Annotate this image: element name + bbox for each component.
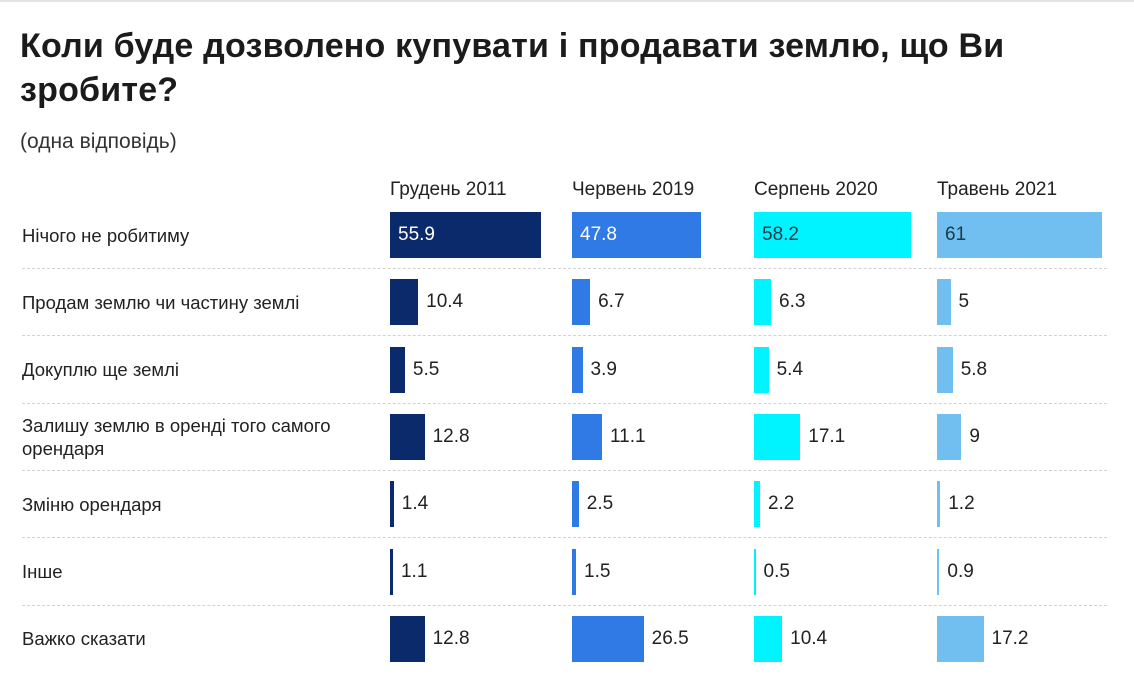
category-label-4: Залишу землю в оренді того самого оренда… bbox=[22, 414, 331, 459]
category-label-3: Докуплю ще землі bbox=[22, 359, 180, 381]
row-divider bbox=[22, 335, 1107, 337]
data-label-series-3-row-2: 6.3 bbox=[779, 291, 806, 313]
bar-series-4-row-2 bbox=[937, 279, 951, 326]
bar-series-1-row-1 bbox=[390, 212, 542, 258]
data-label-series-4-row-4: 9 bbox=[969, 425, 980, 447]
bar-series-4-row-3 bbox=[937, 346, 953, 393]
bar-series-2-row-2 bbox=[572, 279, 591, 326]
bar-series-2-row-7 bbox=[572, 615, 644, 662]
bar-series-4-row-4 bbox=[937, 413, 962, 460]
category-label-1: Нічого не робитиму bbox=[22, 224, 190, 246]
data-label-series-4-row-6: 0.9 bbox=[947, 560, 974, 582]
data-label-series-2-row-2: 6.7 bbox=[598, 291, 625, 313]
data-label-series-2-row-5: 2.5 bbox=[586, 493, 614, 515]
legend-series-3: Серпень 2020 bbox=[754, 179, 878, 200]
row-divider bbox=[22, 604, 1107, 606]
bar-series-1-row-4 bbox=[390, 413, 425, 460]
legend-series-2: Червень 2019 bbox=[572, 179, 695, 200]
bar-series-3-row-4 bbox=[754, 413, 801, 460]
chart-subtitle: (одна відповідь) bbox=[20, 130, 177, 153]
data-label-series-4-row-3: 5.8 bbox=[960, 358, 988, 380]
row-divider bbox=[22, 537, 1107, 539]
bar-series-1-row-2 bbox=[390, 279, 419, 326]
bar-series-4-row-5 bbox=[937, 481, 941, 528]
data-label-series-1-row-7: 12.8 bbox=[432, 627, 470, 649]
bar-series-2-row-3 bbox=[572, 346, 583, 393]
category-label-6: Інше bbox=[22, 561, 63, 582]
bar-series-1-row-7 bbox=[390, 615, 425, 662]
data-label-series-2-row-3: 3.9 bbox=[590, 358, 617, 380]
data-label-series-1-row-5: 1.4 bbox=[401, 493, 429, 515]
chart-title: Коли буде дозволено купувати і продавати… bbox=[20, 27, 1005, 109]
data-label-series-3-row-3: 5.4 bbox=[776, 358, 804, 380]
data-label-series-4-row-5: 1.2 bbox=[948, 493, 975, 515]
data-label-series-4-row-1: 61 bbox=[945, 224, 967, 245]
category-label-5: Зміню орендаря bbox=[22, 493, 162, 515]
category-label-2: Продам землю чи частину землі bbox=[22, 291, 300, 313]
row-divider bbox=[22, 402, 1107, 404]
bar-series-2-row-1 bbox=[572, 212, 702, 258]
data-label-series-3-row-4: 17.1 bbox=[808, 425, 846, 447]
row-divider bbox=[22, 268, 1107, 269]
bar-series-3-row-5 bbox=[754, 481, 760, 528]
bar-series-1-row-5 bbox=[390, 481, 394, 528]
bar-series-2-row-6 bbox=[572, 548, 577, 595]
data-label-series-2-row-6: 1.5 bbox=[584, 560, 611, 582]
data-label-series-1-row-4: 12.8 bbox=[432, 425, 470, 447]
data-label-series-4-row-7: 17.2 bbox=[991, 627, 1029, 649]
top-border bbox=[0, 0, 1134, 2]
bar-series-4-row-7 bbox=[937, 615, 984, 662]
row-divider bbox=[22, 469, 1107, 471]
data-label-series-3-row-1: 58.2 bbox=[762, 224, 799, 245]
bar-series-3-row-1 bbox=[754, 212, 912, 258]
bar-series-1-row-6 bbox=[390, 548, 393, 595]
data-label-series-3-row-6: 0.5 bbox=[763, 560, 790, 582]
data-label-series-2-row-7: 26.5 bbox=[651, 627, 689, 649]
bar-series-2-row-5 bbox=[572, 481, 579, 528]
data-label-series-1-row-3: 5.5 bbox=[412, 358, 440, 380]
legend-series-1: Грудень 2011 bbox=[390, 179, 507, 200]
bar-series-3-row-7 bbox=[754, 615, 783, 662]
data-label-series-3-row-5: 2.2 bbox=[767, 493, 795, 515]
data-label-series-1-row-6: 1.1 bbox=[400, 560, 428, 582]
bar-series-4-row-1 bbox=[937, 212, 1102, 258]
data-label-series-1-row-2: 10.4 bbox=[426, 291, 464, 313]
bar-series-2-row-4 bbox=[572, 413, 603, 460]
bar-series-3-row-6 bbox=[754, 548, 756, 595]
data-label-series-3-row-7: 10.4 bbox=[790, 627, 828, 649]
bar-series-3-row-2 bbox=[754, 279, 772, 326]
bar-series-4-row-6 bbox=[937, 548, 940, 595]
bar-series-3-row-3 bbox=[754, 346, 769, 393]
bar-series-1-row-3 bbox=[390, 346, 405, 393]
data-label-series-1-row-1: 55.9 bbox=[398, 224, 435, 245]
category-label-7: Важко сказати bbox=[22, 628, 146, 650]
legend-series-4: Травень 2021 bbox=[937, 179, 1058, 200]
data-label-series-4-row-2: 5 bbox=[958, 291, 970, 313]
data-label-series-2-row-4: 11.1 bbox=[610, 425, 646, 447]
data-label-series-2-row-1: 47.8 bbox=[580, 224, 617, 245]
